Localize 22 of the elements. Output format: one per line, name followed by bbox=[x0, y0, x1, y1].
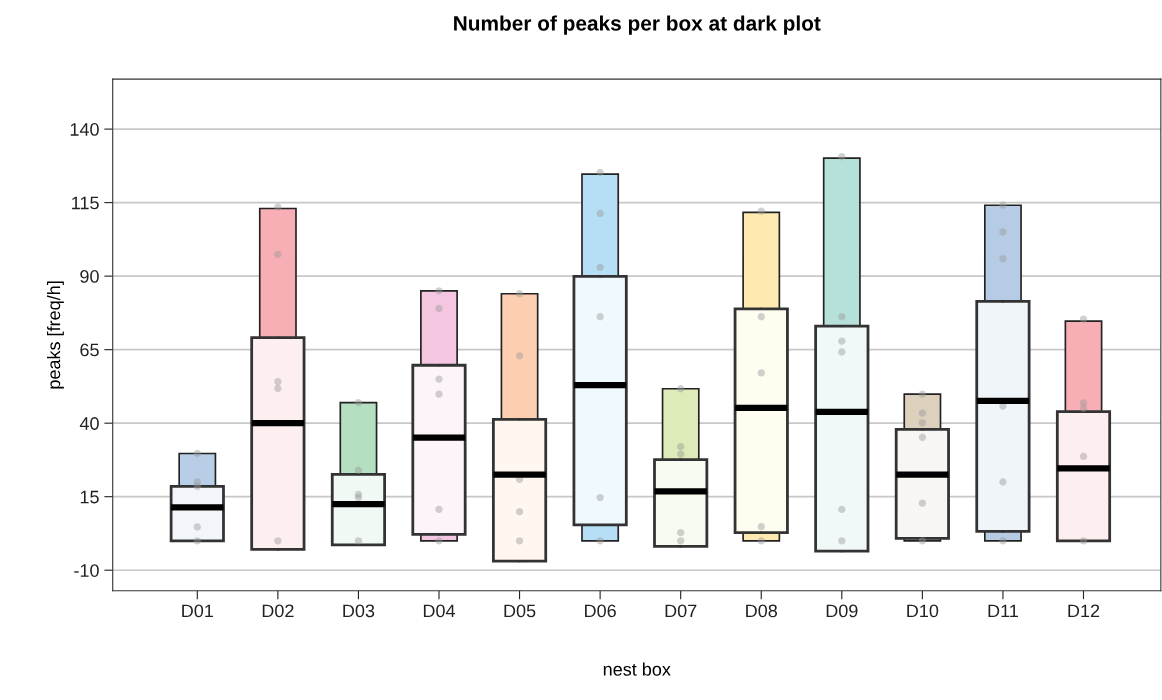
x-tick-label: D03 bbox=[343, 604, 375, 618]
y-tick-label: 140 bbox=[70, 123, 99, 136]
x-tick-label: D12 bbox=[1068, 604, 1100, 618]
x-tick-label: D06 bbox=[585, 604, 616, 618]
x-tick-label: D04 bbox=[423, 604, 456, 618]
chart-title: Number of peaks per box at dark plot bbox=[454, 15, 821, 35]
x-axis-title: nest box bbox=[603, 662, 671, 676]
y-tick-label: 90 bbox=[80, 270, 99, 283]
x-tick-label: D05 bbox=[504, 604, 536, 618]
x-tick-label: D07 bbox=[665, 604, 697, 618]
x-tick-label: D11 bbox=[988, 604, 1018, 618]
y-tick-label: 65 bbox=[80, 343, 99, 357]
x-tick-label: D08 bbox=[746, 604, 778, 618]
x-tick-label: D01 bbox=[182, 604, 213, 618]
y-tick-label: -10 bbox=[74, 564, 99, 577]
x-tick-label: D09 bbox=[826, 604, 858, 618]
x-tick-label: D10 bbox=[907, 604, 939, 618]
y-axis-title: peaks [freq/h] bbox=[47, 281, 64, 389]
y-tick-label: 115 bbox=[72, 196, 99, 210]
y-tick-label: 40 bbox=[79, 417, 99, 430]
y-tick-label: 15 bbox=[80, 490, 99, 504]
x-tick-label: D02 bbox=[262, 604, 294, 618]
